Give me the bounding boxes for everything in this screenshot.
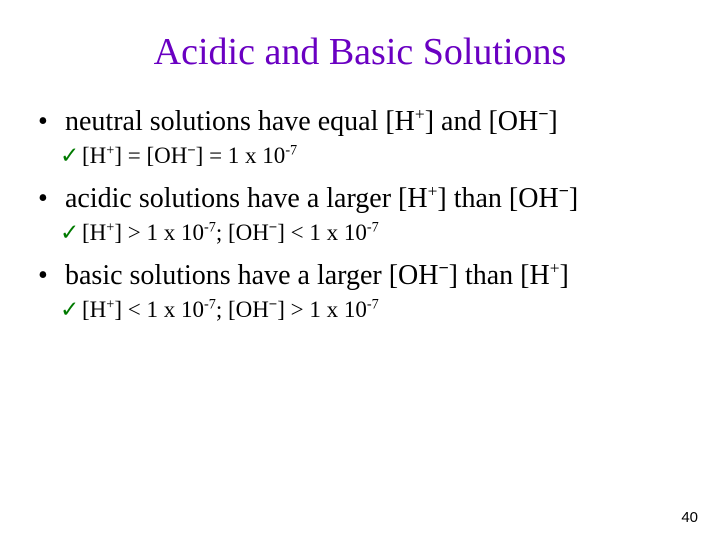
- sub-bullet-neutral: ✓[H+] = [OH−] = 1 x 10-7: [30, 141, 690, 171]
- check-icon: ✓: [60, 218, 82, 248]
- sup: +: [415, 105, 425, 124]
- text: neutral solutions have equal [H: [65, 106, 415, 137]
- slide: Acidic and Basic Solutions neutral solut…: [0, 0, 720, 540]
- sup: −: [187, 142, 195, 158]
- bullet-neutral: neutral solutions have equal [H+] and [O…: [30, 104, 690, 139]
- text: ]: [548, 106, 557, 137]
- bullet-basic: basic solutions have a larger [OH−] than…: [30, 258, 690, 293]
- text: ]: [569, 183, 578, 214]
- sup: −: [439, 257, 449, 277]
- text: [H: [82, 297, 106, 322]
- sup: −: [538, 104, 548, 124]
- text: ; [OH: [216, 220, 269, 245]
- text: ] than [OH: [437, 183, 558, 214]
- text: ] > 1 x 10: [114, 220, 204, 245]
- sup: +: [428, 182, 438, 201]
- text: ] than [H: [449, 260, 550, 291]
- text: basic solutions have a larger [OH: [65, 260, 439, 291]
- sub-bullet-acidic: ✓[H+] > 1 x 10-7; [OH−] < 1 x 10-7: [30, 218, 690, 248]
- sup: +: [550, 258, 560, 277]
- sup: -7: [285, 142, 297, 158]
- sup: −: [269, 219, 277, 235]
- text: ] < 1 x 10: [114, 297, 204, 322]
- text: [H: [82, 220, 106, 245]
- sup: −: [559, 181, 569, 201]
- sup: −: [269, 296, 277, 312]
- check-icon: ✓: [60, 295, 82, 325]
- text: [H: [82, 143, 106, 168]
- text: ] and [OH: [425, 106, 539, 137]
- sup: -7: [367, 296, 379, 312]
- bullet-acidic: acidic solutions have a larger [H+] than…: [30, 181, 690, 216]
- sup: -7: [204, 296, 216, 312]
- text: ] < 1 x 10: [277, 220, 367, 245]
- text: ] = [OH: [114, 143, 187, 168]
- page-number: 40: [681, 509, 698, 526]
- text: ] > 1 x 10: [277, 297, 367, 322]
- sup: -7: [204, 219, 216, 235]
- text: ; [OH: [216, 297, 269, 322]
- sup: -7: [367, 219, 379, 235]
- text: ]: [560, 260, 569, 291]
- sub-bullet-basic: ✓[H+] < 1 x 10-7; [OH−] > 1 x 10-7: [30, 295, 690, 325]
- check-icon: ✓: [60, 141, 82, 171]
- text: ] = 1 x 10: [196, 143, 286, 168]
- text: acidic solutions have a larger [H: [65, 183, 428, 214]
- slide-title: Acidic and Basic Solutions: [30, 30, 690, 74]
